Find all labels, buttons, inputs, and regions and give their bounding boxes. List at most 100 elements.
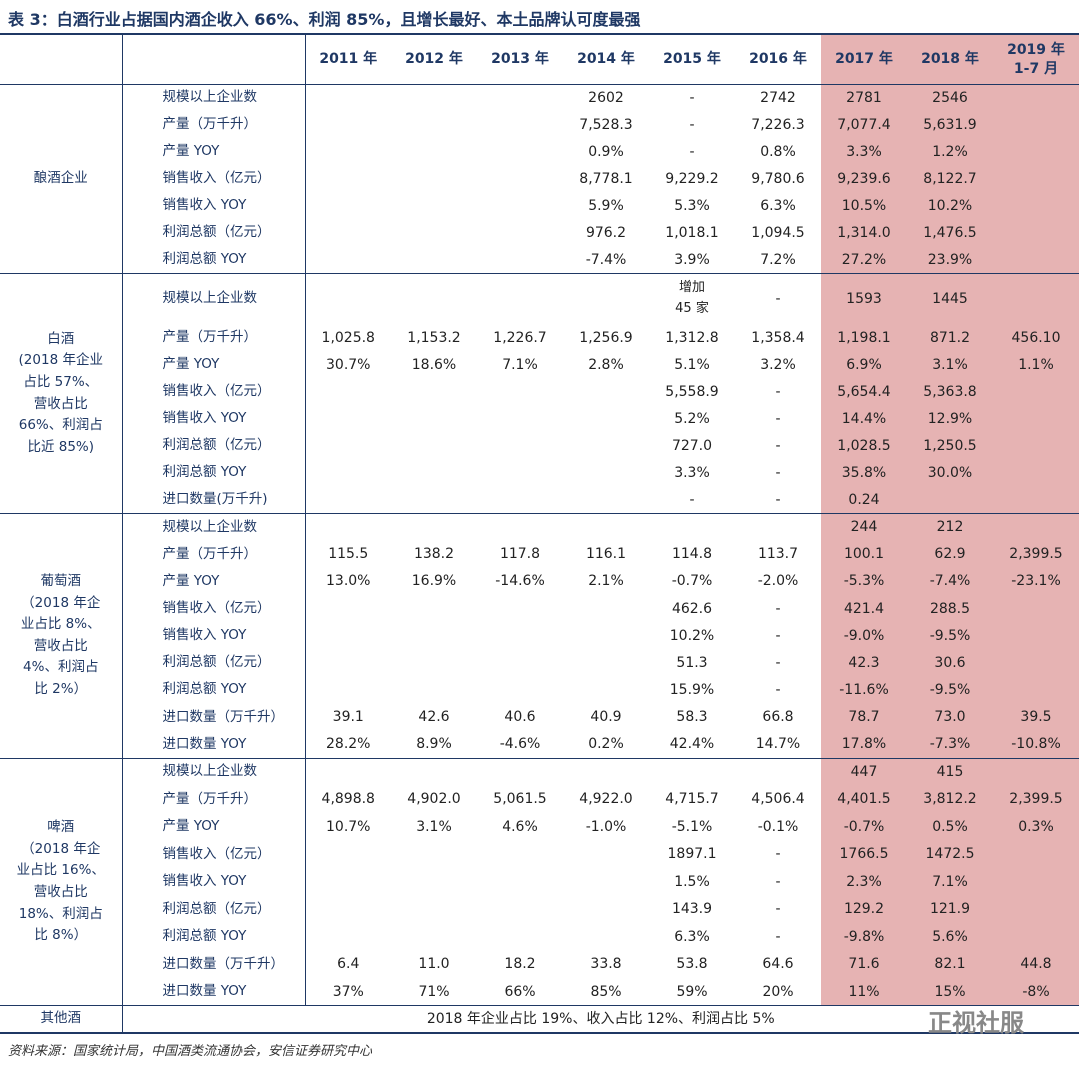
data-cell: 3.1% bbox=[907, 351, 993, 379]
table-row: 销售收入 YOY 5.2% - 14.4% 12.9% bbox=[0, 405, 1079, 433]
data-cell bbox=[563, 595, 649, 622]
data-cell: 66% bbox=[504, 983, 536, 1000]
data-cell bbox=[563, 868, 649, 896]
data-cell bbox=[993, 138, 1079, 166]
data-cell bbox=[305, 247, 391, 274]
data-cell: 0.24 bbox=[821, 486, 907, 514]
data-cell: 5.2% bbox=[674, 410, 710, 427]
data-cell bbox=[993, 676, 1079, 704]
source-note: 资料来源：国家统计局，中国酒类流通协会，安信证券研究中心 bbox=[8, 1044, 373, 1059]
data-cell bbox=[391, 487, 477, 514]
data-cell: 0.2% bbox=[588, 736, 624, 753]
row-label: 产量 YOY bbox=[122, 813, 306, 841]
data-cell bbox=[993, 405, 1079, 433]
data-cell bbox=[391, 649, 477, 676]
data-cell: -14.6% bbox=[495, 573, 545, 590]
header-blank bbox=[122, 34, 306, 85]
data-cell: 421.4 bbox=[821, 595, 907, 623]
data-cell bbox=[993, 165, 1079, 193]
data-cell: 1.2% bbox=[907, 138, 993, 166]
data-cell bbox=[391, 677, 477, 704]
data-cell bbox=[993, 486, 1079, 514]
data-cell bbox=[477, 758, 563, 786]
data-cell bbox=[477, 112, 563, 139]
other-row: 其他酒 2018 年企业占比 19%、收入占比 12%、利润占比 5% bbox=[0, 1005, 1079, 1033]
data-cell bbox=[391, 406, 477, 433]
data-cell: 7.1% bbox=[502, 356, 538, 373]
data-cell: 59% bbox=[676, 983, 708, 1000]
data-cell bbox=[391, 758, 477, 786]
data-cell: 7.2% bbox=[760, 251, 796, 268]
column-header: 2014 年 bbox=[577, 51, 635, 68]
data-cell: 12.9% bbox=[907, 405, 993, 433]
data-cell: 138.2 bbox=[413, 546, 455, 563]
data-cell: -5.1% bbox=[671, 818, 713, 835]
data-cell: -9.8% bbox=[821, 923, 907, 951]
header-row: 2011 年 2012 年 2013 年 2014 年 2015 年 2016 年 2017… bbox=[0, 34, 1079, 85]
data-cell: 15% bbox=[907, 978, 993, 1006]
table-row: 利润总额（亿元） 51.3 - 42.3 30.6 bbox=[0, 649, 1079, 677]
column-header: 2017 年 bbox=[821, 34, 907, 85]
data-cell: 28.2% bbox=[326, 736, 371, 753]
data-cell bbox=[649, 514, 735, 541]
data-cell bbox=[391, 166, 477, 193]
data-cell: 71.6 bbox=[821, 950, 907, 979]
data-cell bbox=[563, 406, 649, 433]
row-label: 销售收入（亿元） bbox=[122, 165, 306, 193]
data-cell bbox=[305, 758, 391, 786]
data-cell: 727.0 bbox=[671, 437, 713, 454]
other-text: 2018 年企业占比 19%、收入占比 12%、利润占比 5% bbox=[426, 1010, 775, 1027]
data-cell: -23.1% bbox=[993, 567, 1079, 596]
data-cell: 2602 bbox=[588, 90, 624, 107]
data-cell: 2,399.5 bbox=[993, 540, 1079, 568]
table-row: 销售收入（亿元） 1897.1 - 1766.5 1472.5 bbox=[0, 840, 1079, 869]
data-cell bbox=[305, 896, 391, 924]
data-cell bbox=[993, 459, 1079, 487]
data-cell bbox=[391, 220, 477, 247]
data-cell: 4,902.0 bbox=[407, 791, 461, 808]
data-cell bbox=[391, 595, 477, 622]
data-cell: 30.0% bbox=[907, 459, 993, 487]
data-cell: 121.9 bbox=[907, 895, 993, 924]
data-cell bbox=[993, 595, 1079, 623]
data-cell bbox=[563, 923, 649, 951]
data-cell: 23.9% bbox=[907, 246, 993, 274]
table-row: 利润总额（亿元） 727.0 - 1,028.5 1,250.5 bbox=[0, 432, 1079, 460]
data-cell: 33.8 bbox=[590, 956, 622, 973]
data-cell: 7,226.3 bbox=[751, 116, 805, 133]
data-cell: - bbox=[689, 116, 695, 133]
data-cell: 4,922.0 bbox=[579, 791, 633, 808]
data-cell: 288.5 bbox=[907, 595, 993, 623]
data-cell bbox=[305, 406, 391, 433]
data-cell: 3.9% bbox=[674, 251, 710, 268]
group-label: 酿酒企业 bbox=[0, 84, 123, 274]
data-cell bbox=[563, 460, 649, 487]
data-cell: 3.2% bbox=[760, 356, 796, 373]
data-cell bbox=[563, 433, 649, 460]
data-cell: 58.3 bbox=[676, 709, 708, 726]
data-cell: -0.1% bbox=[757, 818, 799, 835]
table-title: 表 3：白酒行业占据国内酒企收入 66%、利润 85%，且增长最好、本土品牌认可… bbox=[8, 10, 641, 29]
row-label: 产量 YOY bbox=[122, 567, 306, 596]
data-cell: 1,314.0 bbox=[821, 219, 907, 247]
table-row: 销售收入（亿元） 462.6 - 421.4 288.5 bbox=[0, 595, 1079, 623]
row-label: 销售收入（亿元） bbox=[122, 840, 306, 869]
data-cell: 5.1% bbox=[674, 356, 710, 373]
data-cell: 1593 bbox=[821, 273, 907, 325]
data-cell bbox=[993, 111, 1079, 139]
row-label: 进口数量（万千升） bbox=[122, 950, 306, 979]
data-cell: 115.5 bbox=[328, 546, 369, 563]
data-cell: -7.4% bbox=[585, 251, 627, 268]
data-cell: - bbox=[775, 410, 781, 427]
data-cell: 78.7 bbox=[821, 703, 907, 731]
data-cell: 2546 bbox=[907, 84, 993, 112]
data-cell: 5,061.5 bbox=[493, 791, 547, 808]
data-cell: 1897.1 bbox=[667, 846, 717, 863]
data-cell: 15.9% bbox=[669, 682, 715, 699]
data-cell: 1,476.5 bbox=[907, 219, 993, 247]
table-row: 产量 YOY 10.7% 3.1% 4.6% -1.0% -5.1% -0.1% -0.7% 0… bbox=[0, 813, 1079, 841]
row-label: 利润总额（亿元） bbox=[122, 895, 306, 924]
data-cell: - bbox=[689, 491, 695, 508]
data-cell: 244 bbox=[821, 513, 907, 541]
